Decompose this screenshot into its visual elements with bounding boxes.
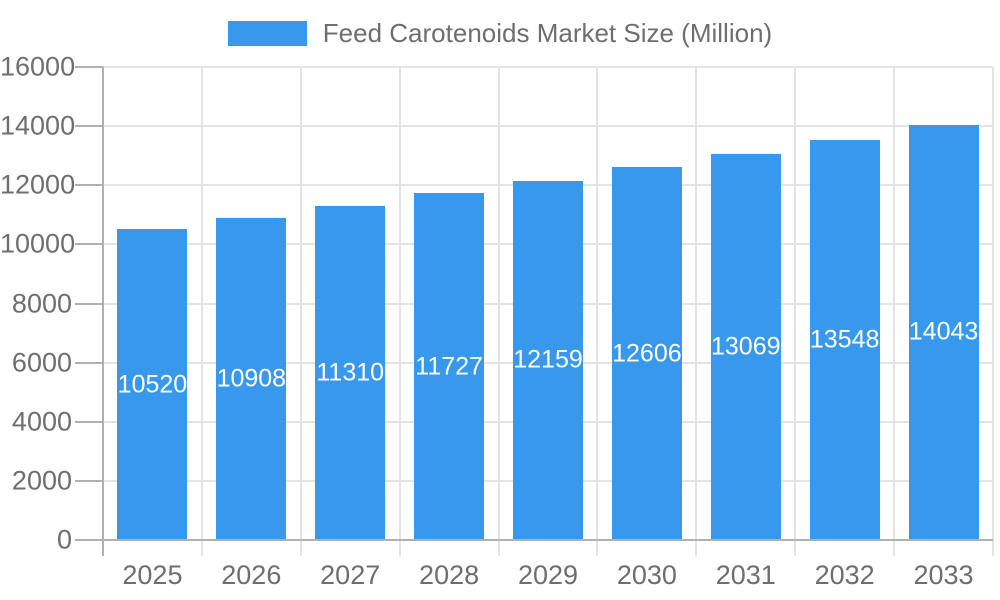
h-gridline bbox=[103, 125, 993, 128]
y-tick bbox=[75, 479, 103, 482]
bar-value-label: 14043 bbox=[908, 317, 979, 346]
x-axis-label: 2025 bbox=[122, 560, 183, 590]
bar-value-label: 12159 bbox=[513, 345, 583, 374]
y-axis-label: 4000 bbox=[11, 406, 72, 437]
v-gridline bbox=[398, 67, 401, 556]
y-axis-label: 14000 bbox=[0, 110, 76, 141]
y-axis-label: 12000 bbox=[0, 169, 76, 200]
x-axis-label: 2031 bbox=[715, 560, 776, 590]
bar-2032[interactable]: 13548 bbox=[809, 139, 880, 540]
v-gridline bbox=[596, 67, 599, 556]
v-gridline bbox=[794, 67, 797, 556]
bar-value-label: 12606 bbox=[612, 339, 682, 368]
x-axis-label: 2028 bbox=[419, 560, 480, 590]
bar-value-label: 11310 bbox=[316, 358, 385, 387]
y-tick bbox=[75, 243, 103, 246]
y-tick bbox=[75, 420, 103, 423]
x-axis-label: 2029 bbox=[517, 560, 579, 590]
legend-label: Feed Carotenoids Market Size (Million) bbox=[322, 18, 773, 48]
y-tick bbox=[75, 66, 103, 68]
x-axis-label: 2030 bbox=[616, 560, 677, 590]
y-tick bbox=[75, 125, 103, 128]
v-gridline bbox=[299, 67, 302, 556]
y-axis-label: 2000 bbox=[11, 465, 72, 496]
y-axis-label: 8000 bbox=[11, 288, 72, 318]
v-gridline bbox=[200, 67, 203, 556]
legend[interactable]: Feed Carotenoids Market Size (Million) bbox=[0, 18, 1000, 49]
y-axis-line bbox=[102, 67, 104, 556]
bar-2028[interactable]: 11727 bbox=[414, 193, 485, 540]
y-axis-label: 0 bbox=[56, 524, 72, 555]
h-gridline bbox=[103, 66, 993, 68]
plot-area: 10520 10908 11310 11727 12159 12606 13069 13548… bbox=[102, 66, 994, 556]
bar-2027[interactable]: 11310 bbox=[315, 205, 386, 540]
bar-value-label: 10908 bbox=[216, 364, 287, 393]
x-axis-label: 2027 bbox=[320, 560, 381, 590]
y-axis-label: 6000 bbox=[11, 347, 72, 378]
y-tick bbox=[75, 302, 103, 305]
bar-value-label: 10520 bbox=[117, 370, 188, 398]
v-gridline bbox=[695, 67, 698, 556]
bar-2029[interactable]: 12159 bbox=[513, 180, 583, 540]
y-tick bbox=[75, 184, 103, 187]
y-axis-label: 16000 bbox=[0, 51, 76, 82]
bar-value-label: 13548 bbox=[809, 325, 880, 354]
x-axis-baseline bbox=[103, 539, 993, 541]
y-tick bbox=[75, 361, 103, 364]
bar-value-label: 11727 bbox=[415, 352, 483, 381]
x-axis-label: 2032 bbox=[814, 560, 875, 590]
x-axis-label: 2033 bbox=[913, 560, 974, 590]
bar-2026[interactable]: 10908 bbox=[216, 217, 287, 540]
v-gridline bbox=[893, 67, 896, 556]
legend-swatch bbox=[227, 21, 307, 46]
y-tick bbox=[75, 539, 103, 541]
x-axis-label: 2026 bbox=[221, 560, 282, 590]
bar-2025[interactable]: 10520 bbox=[117, 229, 188, 540]
bar-value-label: 13069 bbox=[711, 332, 781, 361]
bar-2033[interactable]: 14043 bbox=[908, 124, 979, 540]
v-gridline bbox=[992, 67, 994, 556]
y-axis-label: 10000 bbox=[0, 228, 76, 259]
bar-2031[interactable]: 13069 bbox=[710, 153, 781, 540]
bar-2030[interactable]: 12606 bbox=[611, 167, 682, 540]
v-gridline bbox=[497, 67, 500, 556]
